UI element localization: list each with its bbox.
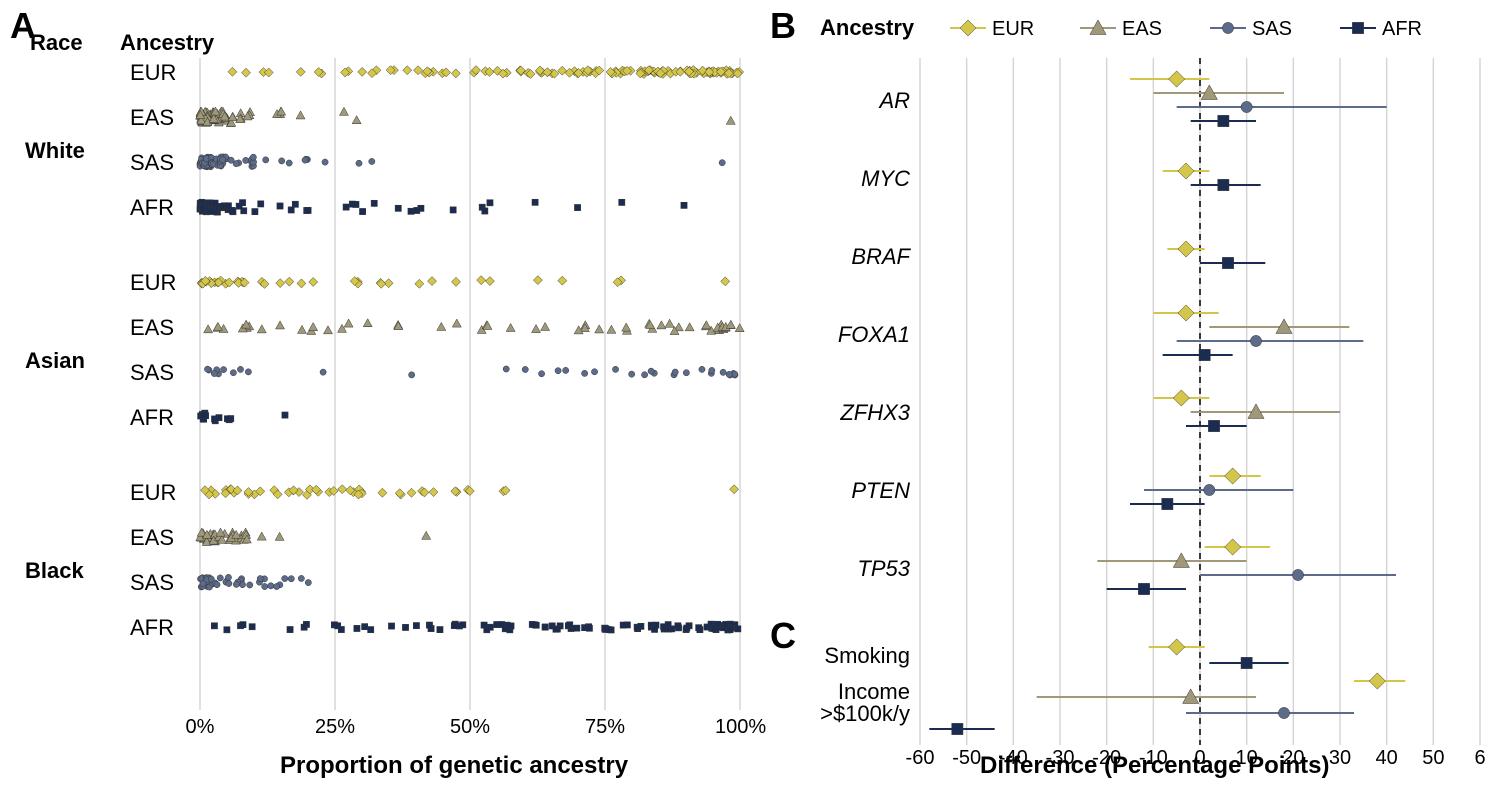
panel-bc-xtick: -20 (1089, 747, 1125, 770)
row-label: AR (810, 88, 910, 114)
panel-a-ancestry-label: EAS (130, 315, 174, 341)
panel-bc-xtick: 10 (1229, 747, 1265, 770)
panel-bc-xtick: -30 (1042, 747, 1078, 770)
row-label: TP53 (810, 556, 910, 582)
panel-bc-xtick: -60 (902, 747, 938, 770)
panel-a-ancestry-label: SAS (130, 570, 174, 596)
panel-a-xtick: 0% (175, 716, 225, 739)
row-label: MYC (810, 166, 910, 192)
panel-a-ancestry-label: EAS (130, 105, 174, 131)
row-label: ZFHX3 (810, 400, 910, 426)
panel-bc-xtick: 20 (1275, 747, 1311, 770)
panel-a-ancestry-label: SAS (130, 360, 174, 386)
legend-item-label: EUR (992, 18, 1034, 41)
panel-a-xtick: 50% (445, 716, 495, 739)
panel-bc-xtick: -50 (949, 747, 985, 770)
panel-a-ancestry-label: EUR (130, 270, 176, 296)
panel-bc-xtick: -10 (1135, 747, 1171, 770)
panel-a-ancestry-label: AFR (130, 405, 174, 431)
figure-root: A B C Race Ancestry Proportion of geneti… (0, 0, 1500, 785)
panel-bc-xtick: 6 (1462, 747, 1498, 770)
panel-a-xtick: 25% (310, 716, 360, 739)
panel-a-ancestry-label: SAS (130, 150, 174, 176)
panel-bc-xtick: 50 (1415, 747, 1451, 770)
panel-a-ancestry-label: AFR (130, 195, 174, 221)
panel-a-ancestry-label: EAS (130, 525, 174, 551)
row-label: Smoking (790, 643, 910, 669)
legend-item-label: SAS (1252, 18, 1292, 41)
panel-bc-xtick: 30 (1322, 747, 1358, 770)
row-label: BRAF (810, 244, 910, 270)
panel-a-xtick: 100% (715, 716, 765, 739)
panel-a-race-label: Asian (25, 348, 85, 374)
row-label: FOXA1 (810, 322, 910, 348)
panel-bc-xtick: -40 (995, 747, 1031, 770)
legend-item-label: AFR (1382, 18, 1422, 41)
row-label: >$100k/y (790, 701, 910, 727)
panel-a-ancestry-label: AFR (130, 615, 174, 641)
panel-a-xtick: 75% (580, 716, 630, 739)
panel-a-ancestry-label: EUR (130, 480, 176, 506)
panel-bc-xtick: 40 (1369, 747, 1405, 770)
legend-item-label: EAS (1122, 18, 1162, 41)
panel-a-race-label: Black (25, 558, 84, 584)
panel-a-ancestry-label: EUR (130, 60, 176, 86)
panel-a-race-label: White (25, 138, 85, 164)
panel-bc-xtick: 0 (1182, 747, 1218, 770)
row-label: PTEN (810, 478, 910, 504)
